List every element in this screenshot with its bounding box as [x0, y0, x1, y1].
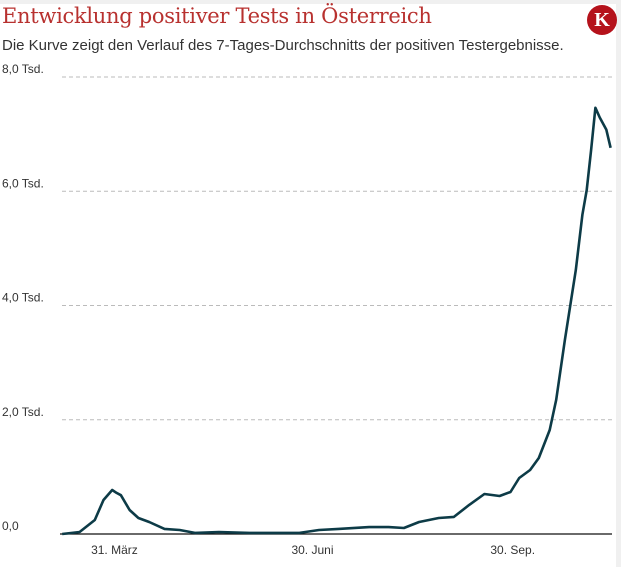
scrollbar-track[interactable] — [616, 0, 621, 567]
y-tick-label: 0,0 — [2, 519, 19, 533]
x-tick-label: 30. Juni — [291, 543, 333, 557]
chart-subtitle: Die Kurve zeigt den Verlauf des 7-Tages-… — [2, 37, 564, 54]
logo-letter: K — [594, 9, 610, 31]
y-tick-label: 4,0 Tsd. — [2, 291, 44, 305]
y-tick-label: 8,0 Tsd. — [2, 62, 44, 76]
chart-title: Entwicklung positiver Tests in Österreic… — [2, 4, 432, 28]
x-tick-label: 31. März — [91, 543, 138, 557]
top-border — [0, 0, 621, 4]
series-line — [62, 106, 612, 536]
brand-logo: K — [587, 5, 617, 35]
y-tick-label: 2,0 Tsd. — [2, 405, 44, 419]
x-tick-label: 30. Sep. — [490, 543, 535, 557]
y-tick-label: 6,0 Tsd. — [2, 176, 44, 190]
